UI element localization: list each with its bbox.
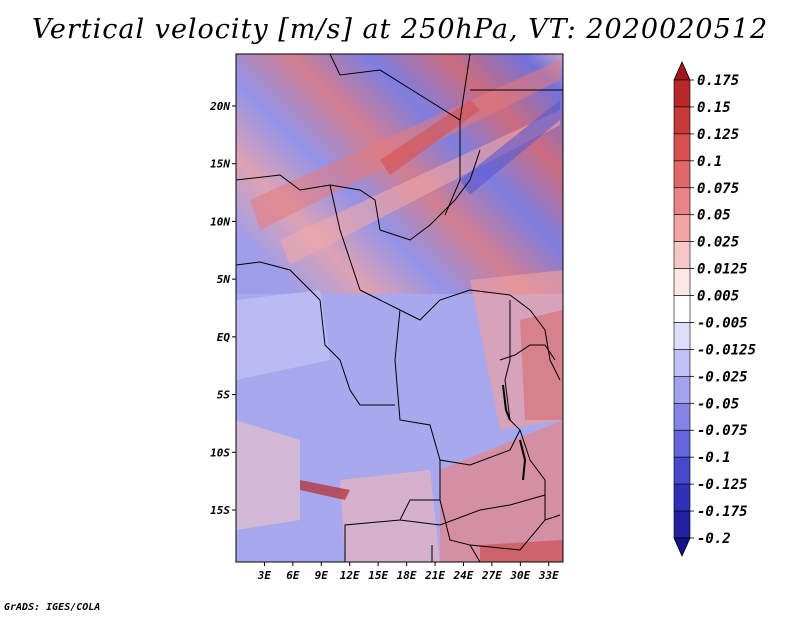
colorbar-label: -0.1 xyxy=(697,450,731,466)
colorbar-label: 0.025 xyxy=(697,235,739,251)
country-borders xyxy=(236,54,563,562)
colorbar-swatch xyxy=(673,295,691,323)
lon-label: 6E xyxy=(286,569,300,582)
lat-label: EQ xyxy=(217,331,231,344)
colorbar-label: -0.025 xyxy=(697,369,748,385)
colorbar-swatch xyxy=(673,160,691,189)
lon-label: 18E xyxy=(397,569,417,582)
colorbar-swatch xyxy=(673,268,691,296)
colorbar-label: -0.075 xyxy=(697,423,748,439)
colorbar-swatch xyxy=(673,376,691,404)
colorbar-label: -0.125 xyxy=(697,477,748,493)
colorbar-label: -0.0125 xyxy=(697,342,756,358)
lon-label: 3E xyxy=(257,569,272,582)
colorbar-swatch xyxy=(673,429,691,458)
velocity-field xyxy=(236,54,563,562)
colorbar-label: 0.075 xyxy=(697,181,739,197)
colorbar-swatch xyxy=(673,402,691,431)
grads-credit: GrADS: IGES/COLA xyxy=(4,602,101,613)
lat-label: 15S xyxy=(210,504,230,517)
longitude-axis: 3E 6E 9E 12E 15E 18E 21E 24E 27E 30E 33E xyxy=(257,562,559,582)
colorbar-swatch xyxy=(673,133,691,162)
map-frame xyxy=(235,53,564,563)
lon-label: 9E xyxy=(315,569,329,582)
colorbar-swatch xyxy=(673,456,691,485)
lon-label: 30E xyxy=(509,569,530,582)
colorbar-label: 0.05 xyxy=(697,208,731,224)
colorbar-swatch xyxy=(673,106,691,135)
colorbar-label: 0.175 xyxy=(697,73,739,89)
colorbar: 0.175 0.15 0.125 0.1 0.075 0.05 0.025 0.0125 0.0… xyxy=(673,61,756,557)
colorbar-swatch xyxy=(673,483,691,512)
colorbar-label: 0.15 xyxy=(697,100,731,116)
lat-label: 15N xyxy=(210,158,230,171)
colorbar-label: -0.175 xyxy=(697,504,748,520)
colorbar-label: 0.125 xyxy=(697,127,739,143)
colorbar-label: -0.2 xyxy=(697,531,731,547)
colorbar-label: -0.005 xyxy=(697,315,748,331)
colorbar-swatch xyxy=(673,214,691,242)
colorbar-label: 0.1 xyxy=(697,154,722,170)
lon-label: 24E xyxy=(453,569,474,582)
colorbar-swatch xyxy=(673,187,691,216)
colorbar-label: -0.05 xyxy=(697,396,739,412)
lat-label: 5S xyxy=(217,389,231,402)
colorbar-max-arrow xyxy=(673,61,691,81)
colorbar-swatch xyxy=(673,510,691,539)
lon-label: 27E xyxy=(481,569,502,582)
lat-label: 10N xyxy=(210,215,230,228)
lat-label: 5N xyxy=(217,273,231,286)
colorbar-label: 0.005 xyxy=(697,289,739,305)
colorbar-swatch xyxy=(673,79,691,108)
colorbar-swatch xyxy=(673,322,691,350)
colorbar-label: 0.0125 xyxy=(697,262,748,278)
lat-label: 10S xyxy=(210,446,230,459)
latitude-axis: 20N 15N 10N 5N EQ 5S 10S 15S xyxy=(209,100,236,517)
chart-title: Vertical velocity [m/s] at 250hPa, VT: 2… xyxy=(31,14,769,45)
colorbar-swatch xyxy=(673,241,691,269)
colorbar-swatch xyxy=(673,349,691,377)
lat-label: 20N xyxy=(209,100,230,113)
colorbar-min-arrow xyxy=(673,537,691,557)
lon-label: 12E xyxy=(340,569,360,582)
lon-label: 15E xyxy=(368,569,388,582)
lon-label: 33E xyxy=(538,569,559,582)
lon-label: 21E xyxy=(424,569,445,582)
